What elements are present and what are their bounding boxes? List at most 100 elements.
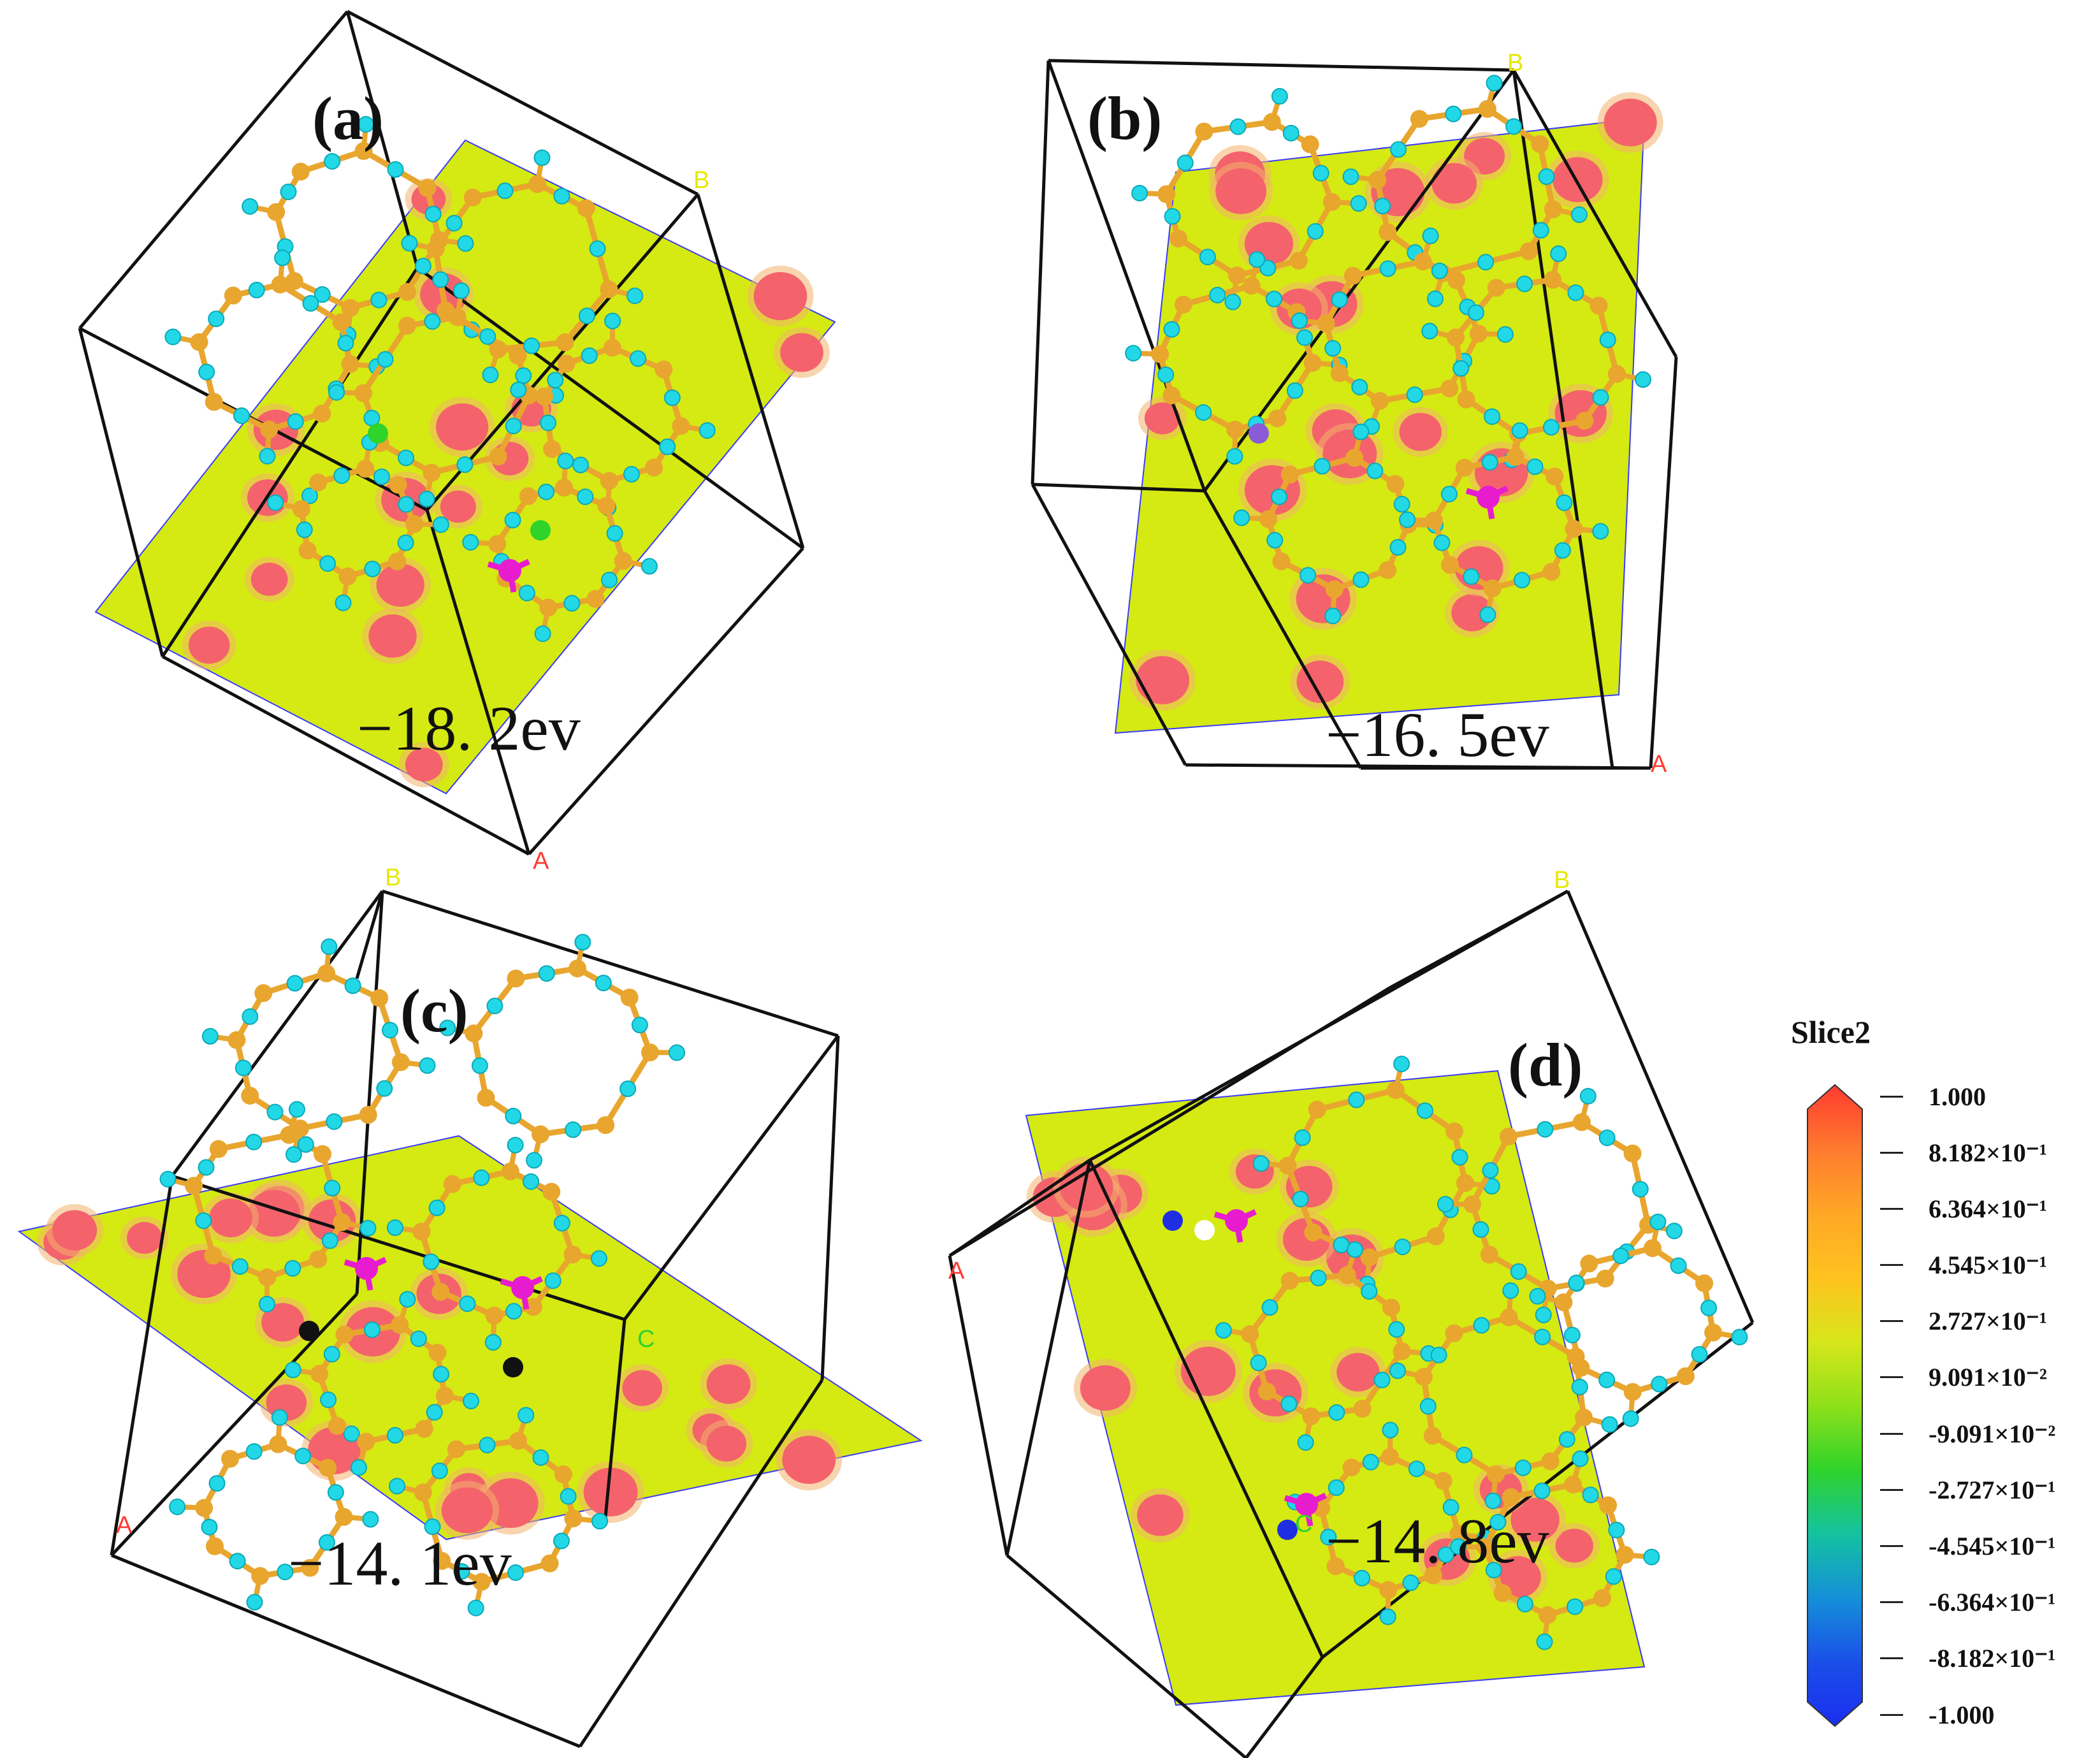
oxygen-atom xyxy=(1388,1321,1405,1338)
silicon-atom xyxy=(577,199,595,217)
oxygen-atom xyxy=(1408,1460,1425,1478)
oxygen-atom xyxy=(274,249,291,266)
oxygen-atom xyxy=(601,571,618,588)
bond xyxy=(521,1275,543,1291)
silicon-atom xyxy=(291,163,310,181)
oxygen-atom xyxy=(1226,447,1243,465)
legend-tick: 6.364×10⁻¹ xyxy=(1880,1189,2047,1228)
oxygen-atom xyxy=(386,1219,403,1237)
silicon-atom xyxy=(301,1558,319,1577)
panel-d-structure xyxy=(948,889,1755,1758)
silicon-atom xyxy=(1195,122,1213,141)
oxygen-atom xyxy=(1249,251,1266,268)
panel-a-axis-a: A xyxy=(533,848,549,875)
oxygen-atom xyxy=(565,1121,582,1138)
oxygen-atom xyxy=(1510,1263,1527,1280)
panel-c-axis-b: B xyxy=(385,864,402,891)
panel-d-energy: −14. 8ev xyxy=(1326,1506,1549,1576)
unit-cell-edge xyxy=(623,1035,839,1321)
oxygen-atom xyxy=(424,1518,441,1536)
oxygen-atom xyxy=(1419,1398,1437,1415)
oxygen-atom xyxy=(1563,1326,1581,1344)
oxygen-atom xyxy=(428,1199,445,1216)
oxygen-atom xyxy=(1670,1257,1687,1274)
bond xyxy=(1465,488,1489,500)
oxygen-atom xyxy=(1342,168,1359,185)
silicon-atom xyxy=(489,447,507,466)
oxygen-atom xyxy=(1393,1056,1410,1073)
oxygen-atom xyxy=(1452,360,1470,377)
oxygen-atom xyxy=(1571,1378,1588,1395)
silicon-atom xyxy=(1564,1475,1582,1493)
unit-cell-edge xyxy=(416,266,804,550)
legend-tick: -2.727×10⁻¹ xyxy=(1880,1471,2055,1509)
unit-cell-edge xyxy=(1048,59,1514,72)
oxygen-atom xyxy=(344,977,361,994)
oxygen-atom xyxy=(1450,1538,1467,1555)
oxygen-atom xyxy=(1328,1479,1345,1496)
density-spot xyxy=(368,614,417,658)
oxygen-atom xyxy=(1379,1608,1396,1625)
oxygen-atom xyxy=(1632,1180,1649,1198)
density-spot xyxy=(440,490,476,523)
unit-cell-edge xyxy=(345,11,419,268)
oxygen-atom xyxy=(659,438,676,455)
oxygen-atom xyxy=(373,468,390,485)
silicon-atom xyxy=(224,286,242,305)
oxygen-atom xyxy=(410,1330,427,1348)
adsorbate-atom xyxy=(530,520,551,541)
oxygen-atom xyxy=(1691,1346,1708,1363)
silicon-atom xyxy=(1434,1472,1452,1490)
oxygen-atom xyxy=(1426,290,1444,307)
oxygen-atom xyxy=(663,389,681,406)
oxygen-atom xyxy=(1373,1371,1391,1388)
unit-cell-edge xyxy=(111,1553,581,1748)
oxygen-atom xyxy=(479,1437,496,1454)
oxygen-atom xyxy=(1286,382,1303,399)
oxygen-atom xyxy=(381,1022,398,1039)
oxygen-atom xyxy=(1352,571,1370,588)
oxygen-atom xyxy=(1451,1149,1468,1166)
oxygen-atom xyxy=(1513,572,1530,589)
density-spot xyxy=(52,1210,98,1251)
silicon-atom xyxy=(447,1440,465,1458)
silicon-atom xyxy=(1410,110,1428,128)
silicon-atom xyxy=(1414,1368,1433,1386)
unit-cell-edge xyxy=(170,890,384,1177)
oxygen-atom xyxy=(456,456,474,473)
oxygen-atom xyxy=(284,1260,301,1277)
panel-b-energy: −16. 5ev xyxy=(1326,699,1549,770)
density-spot xyxy=(1510,1497,1560,1542)
density-spot xyxy=(1059,1163,1113,1211)
silicon-atom xyxy=(359,1106,377,1124)
density-spot xyxy=(250,562,288,596)
silicon-atom xyxy=(204,1246,222,1265)
oxygen-atom xyxy=(505,418,522,435)
silicon-atom xyxy=(1440,379,1459,398)
panel-d-axis-c: C xyxy=(1295,1511,1313,1537)
density-spot xyxy=(1296,660,1344,703)
oxygen-atom xyxy=(1731,1328,1748,1346)
panel-b-structure xyxy=(1031,59,1678,770)
oxygen-atom xyxy=(1271,88,1288,105)
silicon-atom xyxy=(1360,1248,1379,1267)
adsorbate-atom xyxy=(1194,1220,1215,1240)
silicon-atom xyxy=(557,354,576,373)
density-spot xyxy=(441,1487,493,1534)
silicon-atom xyxy=(1257,1383,1276,1401)
silicon-atom xyxy=(1539,1606,1557,1624)
silicon-atom xyxy=(1469,324,1488,343)
legend-tick-label: 1.000 xyxy=(1929,1082,1986,1111)
oxygen-atom xyxy=(1389,539,1407,556)
silicon-atom xyxy=(1169,229,1187,248)
silicon-atom xyxy=(465,1024,483,1043)
oxygen-atom xyxy=(426,1404,443,1421)
oxygen-atom xyxy=(1399,511,1416,528)
silicon-atom xyxy=(1531,134,1549,153)
bond xyxy=(1303,1504,1314,1527)
unit-cell-edge xyxy=(1031,483,1187,766)
bond xyxy=(500,1278,524,1291)
panel-d-axis-b: B xyxy=(1554,867,1570,894)
legend-tick-label: 2.727×10⁻¹ xyxy=(1929,1307,2047,1336)
silicon-atom xyxy=(313,404,331,423)
